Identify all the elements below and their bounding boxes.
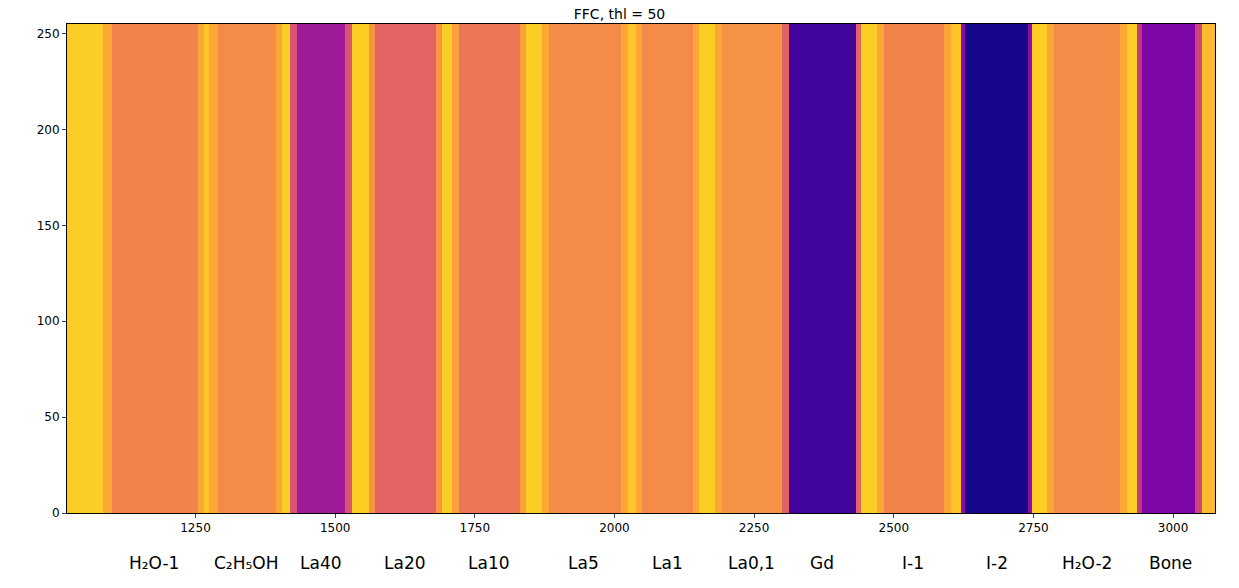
svg-text:I-2: I-2 [986, 553, 1008, 573]
svg-text:1750: 1750 [460, 521, 491, 535]
svg-text:100: 100 [37, 314, 60, 328]
svg-text:Bone: Bone [1149, 553, 1192, 573]
svg-text:Gd: Gd [810, 553, 834, 573]
svg-text:3000: 3000 [1158, 521, 1189, 535]
svg-text:1500: 1500 [320, 521, 351, 535]
svg-text:La0,1: La0,1 [728, 553, 775, 573]
svg-text:H₂O-1: H₂O-1 [129, 553, 179, 573]
svg-text:2000: 2000 [599, 521, 630, 535]
svg-text:La40: La40 [300, 553, 342, 573]
svg-text:250: 250 [37, 27, 60, 41]
svg-text:50: 50 [44, 410, 59, 424]
svg-text:200: 200 [37, 123, 60, 137]
svg-text:H₂O-2: H₂O-2 [1062, 553, 1112, 573]
svg-text:0: 0 [52, 506, 60, 520]
svg-text:I-1: I-1 [902, 553, 924, 573]
svg-text:La10: La10 [468, 553, 510, 573]
svg-text:2500: 2500 [879, 521, 910, 535]
svg-text:1250: 1250 [180, 521, 211, 535]
svg-text:C₂H₅OH: C₂H₅OH [214, 553, 278, 573]
svg-text:2250: 2250 [739, 521, 770, 535]
svg-text:FFC, thl = 50: FFC, thl = 50 [574, 6, 665, 22]
svg-text:La20: La20 [384, 553, 426, 573]
svg-text:150: 150 [37, 219, 60, 233]
svg-text:2750: 2750 [1018, 521, 1049, 535]
svg-text:La1: La1 [652, 553, 683, 573]
svg-text:La5: La5 [568, 553, 599, 573]
